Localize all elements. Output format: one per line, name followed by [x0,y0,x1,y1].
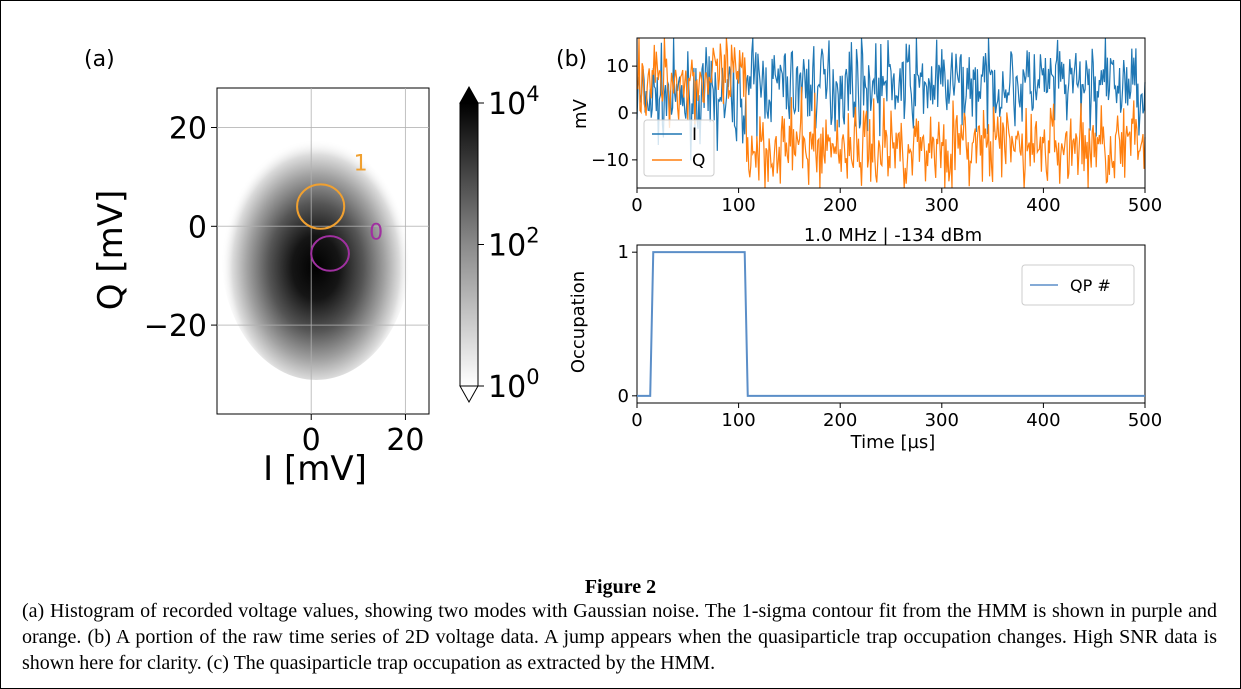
timeseries-xtick-label: 500 [1128,195,1162,216]
occupation-xtick-label: 400 [1026,410,1060,431]
panel-b-label: (b) [556,47,587,72]
colorbar-tick-label: 104 [488,82,540,122]
timeseries-legend: I Q [644,120,714,176]
figure-caption-body: (a) Histogram of recorded voltage values… [22,598,1217,676]
occupation-ytick-label: 1 [618,242,629,263]
occupation-ylabel: Occupation [568,271,589,373]
occupation-panel: 1.0 MHz | -134 dBm 0 100 200 300 400 500 0 1 T… [568,225,1162,453]
timeseries-ytick-label: −10 [591,150,629,171]
timeseries-xtick-label: 0 [631,195,642,216]
timeseries-xtick-label: 100 [721,195,755,216]
occupation-xtick-label: 500 [1128,410,1162,431]
histogram-ytick-label: −20 [144,309,207,344]
occupation-legend: QP # [1022,265,1134,305]
timeseries-xtick-label: 200 [823,195,857,216]
colorbar: 100 102 104 [460,82,540,405]
histogram-xtick-label: 20 [386,423,424,458]
histogram-ytick-label: 20 [169,112,207,147]
occupation-title: 1.0 MHz | -134 dBm [804,225,982,246]
occupation-ytick-label: 0 [618,386,629,407]
timeseries-ytick-label: 10 [606,56,629,77]
occupation-xtick-label: 0 [631,410,642,431]
colorbar-gradient [460,103,478,386]
contour-label-1: 1 [354,152,368,177]
timeseries-xtick-label: 300 [925,195,959,216]
panel-a-label: (a) [84,47,115,72]
legend-label-i: I [692,125,697,145]
timeseries-ytick-label: 0 [618,103,629,124]
timeseries-xtick-label: 400 [1026,195,1060,216]
colorbar-tick-label: 100 [488,365,540,405]
colorbar-min-extend [460,386,478,402]
histogram-density [221,124,411,380]
occupation-xtick-label: 100 [721,410,755,431]
histogram-ytick-label: 0 [188,210,207,245]
figure-caption-title: Figure 2 [0,576,1241,599]
occupation-xtick-label: 300 [925,410,959,431]
legend-label-qp: QP # [1070,276,1111,295]
histogram-xlabel: I [mV] [263,449,367,489]
timeseries-panel: 0 100 200 300 400 500 −10 0 10 mV I Q [570,38,1162,216]
colorbar-max-extend [460,87,478,103]
timeseries-ylabel: mV [570,98,591,129]
contour-label-0: 0 [369,220,383,245]
occupation-xtick-label: 200 [823,410,857,431]
histogram-ylabel: Q [mV] [91,190,131,310]
legend-label-q: Q [692,151,705,171]
colorbar-tick-label: 102 [488,224,540,264]
occupation-xlabel: Time [µs] [850,432,936,453]
